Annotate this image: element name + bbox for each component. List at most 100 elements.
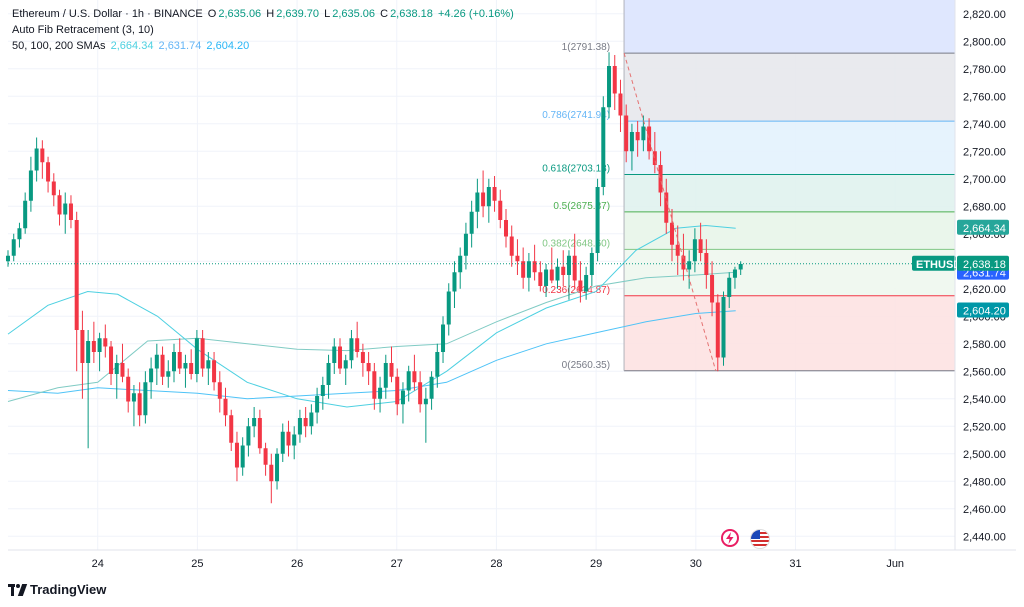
y-tick-label: 2,740.00: [963, 119, 1006, 131]
candle-body: [189, 363, 194, 374]
candle-body: [681, 255, 686, 270]
fib-zone-top: [624, 0, 955, 54]
last-price-tag: [957, 255, 1009, 271]
fib-label: 0.786(2741.94): [542, 110, 610, 121]
candle-body: [555, 266, 560, 281]
candle-body: [395, 376, 400, 405]
candle-body: [11, 239, 16, 256]
candle-body: [86, 341, 91, 363]
candle-body: [360, 352, 365, 363]
fib-zone: [624, 53, 955, 122]
candle-body: [349, 338, 354, 361]
candle-body: [297, 418, 302, 435]
candle-body: [246, 426, 251, 446]
y-tick-label: 2,520.00: [963, 421, 1006, 433]
candle-body: [234, 442, 239, 468]
candle-body: [212, 360, 217, 383]
y-tick-label: 2,500.00: [963, 449, 1006, 461]
tradingview-icon: [8, 583, 28, 596]
candle-body: [589, 253, 594, 275]
candle-body: [669, 222, 674, 245]
y-tick-label: 2,760.00: [963, 91, 1006, 103]
candle-body: [738, 264, 743, 270]
candle-body: [126, 376, 131, 402]
y-tick-label: 2,540.00: [963, 394, 1006, 406]
x-tick-label: 27: [391, 558, 403, 570]
candle-body: [441, 324, 446, 352]
candle-body: [372, 371, 377, 399]
y-tick-label: 2,800.00: [963, 36, 1006, 48]
fib-trend-line: [623, 52, 717, 371]
candle-body: [652, 151, 657, 165]
candle-body: [727, 277, 732, 297]
candle-body: [400, 390, 405, 405]
fib-label: 1(2791.38): [562, 42, 610, 53]
sma-price-tag-label: 2,664.34: [963, 223, 1006, 235]
candle-body: [143, 382, 148, 416]
candle-body: [532, 261, 537, 273]
fib-label: 0.236(2614.87): [542, 285, 610, 296]
lightning-icon[interactable]: [721, 529, 739, 547]
y-tick-label: 2,440.00: [963, 531, 1006, 543]
candle-body: [320, 385, 325, 396]
candle-body: [481, 192, 486, 207]
candle-body: [229, 415, 234, 443]
x-tick-label: 31: [789, 558, 801, 570]
candle-body: [68, 203, 73, 220]
candle-body: [63, 203, 68, 215]
candle-body: [109, 346, 114, 374]
tradingview-logo[interactable]: TradingView: [8, 582, 106, 597]
candle-body: [561, 266, 566, 275]
candle-body: [206, 360, 211, 369]
fib-zone: [624, 174, 955, 212]
candle-body: [286, 431, 291, 446]
symbol-tag-label: ETHUSD: [916, 259, 961, 271]
candle-body: [515, 255, 520, 262]
us-flag-icon[interactable]: [750, 529, 770, 549]
candle-body: [269, 464, 274, 482]
y-tick-label: 2,620.00: [963, 284, 1006, 296]
x-tick-label: 26: [291, 558, 303, 570]
candle-body: [74, 220, 79, 330]
candle-body: [624, 115, 629, 152]
candle-body: [17, 228, 22, 240]
candle-body: [292, 434, 297, 446]
close-label: C: [380, 8, 389, 20]
sma-price-tag: [957, 302, 1009, 318]
candle-body: [584, 275, 589, 292]
candle-body: [710, 275, 715, 303]
candle-body: [692, 239, 697, 262]
candle-body: [458, 255, 463, 273]
open-label: O: [207, 8, 217, 20]
candle-body: [337, 346, 342, 369]
candle-body: [343, 360, 348, 369]
candle-body: [40, 148, 45, 163]
candle-body: [715, 302, 720, 358]
candle-body: [303, 418, 308, 427]
candle-body: [704, 253, 709, 275]
x-tick-label: Jun: [886, 558, 904, 570]
candle-body: [166, 371, 171, 377]
candle-body: [97, 338, 102, 352]
brand-name: TradingView: [30, 582, 107, 597]
candle-body: [23, 200, 28, 229]
y-tick-label: 2,680.00: [963, 201, 1006, 213]
candle-body: [406, 371, 411, 391]
candle-body: [732, 269, 737, 278]
indicator-smas[interactable]: 50, 100, 200 SMAs 2,664.34 2,631.74 2,60…: [12, 39, 251, 53]
candle-body: [389, 363, 394, 377]
candle-body: [5, 255, 11, 262]
candle-body: [194, 338, 199, 374]
symbol-tag: [912, 255, 956, 271]
fib-label: 0.618(2703.13): [542, 163, 610, 174]
candle-body: [647, 126, 652, 152]
candle-body: [309, 412, 314, 427]
candle-body: [280, 431, 285, 454]
candle-body: [521, 261, 526, 278]
indicator-fib[interactable]: Auto Fib Retracement (3, 10): [12, 23, 156, 37]
candle-body: [475, 192, 480, 212]
candle-body: [572, 255, 577, 281]
candle-body: [315, 396, 320, 413]
candle-body: [131, 393, 136, 402]
